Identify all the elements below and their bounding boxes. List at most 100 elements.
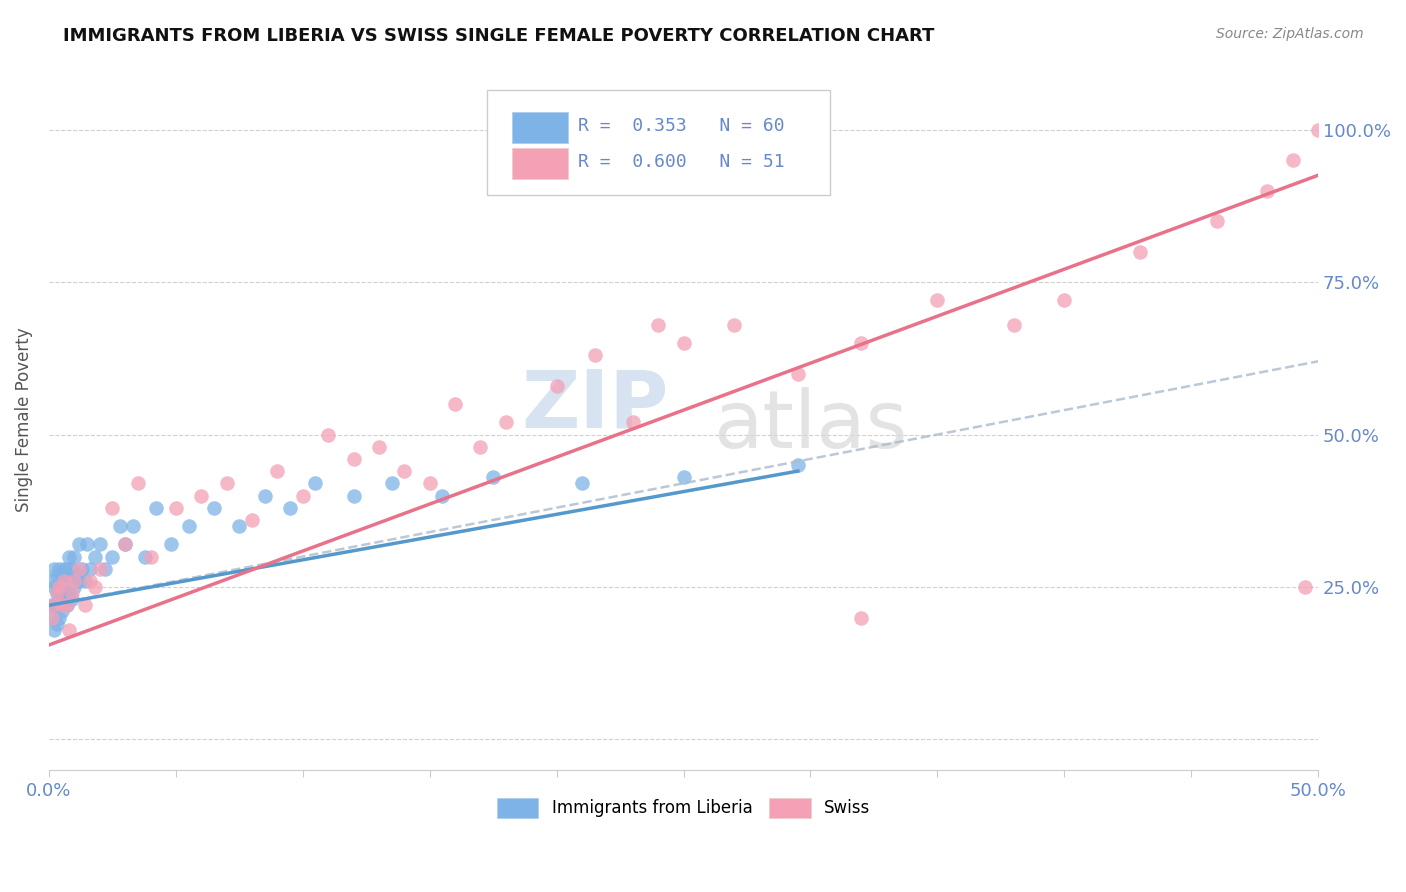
Point — [60, 586, 83, 600]
Point — [76, 537, 98, 551]
Point — [165, 500, 187, 515]
Point — [177, 519, 200, 533]
Point — [83, 580, 105, 594]
Point — [41, 574, 63, 588]
Point — [228, 519, 250, 533]
Point — [202, 500, 225, 515]
Point — [470, 440, 492, 454]
Point — [786, 458, 808, 472]
Point — [42, 580, 65, 594]
Point — [42, 599, 65, 613]
Point — [48, 562, 70, 576]
Point — [42, 623, 65, 637]
Point — [42, 599, 65, 613]
Point — [927, 293, 949, 308]
Point — [394, 464, 416, 478]
Point — [1053, 293, 1076, 308]
Point — [1002, 318, 1025, 332]
Text: atlas: atlas — [713, 387, 908, 466]
Point — [240, 513, 263, 527]
Point — [58, 567, 80, 582]
Point — [368, 440, 391, 454]
Point — [45, 586, 67, 600]
Point — [58, 586, 80, 600]
Point — [66, 567, 89, 582]
Point — [58, 623, 80, 637]
Point — [53, 562, 76, 576]
Point — [278, 500, 301, 515]
Point — [60, 562, 83, 576]
Point — [495, 415, 517, 429]
Point — [67, 537, 90, 551]
Point — [55, 562, 77, 576]
Point — [672, 470, 695, 484]
Point — [48, 610, 70, 624]
Point — [53, 580, 76, 594]
Point — [1281, 153, 1303, 167]
Point — [42, 562, 65, 576]
Point — [851, 610, 873, 624]
Point — [583, 348, 606, 362]
Point — [45, 586, 67, 600]
Point — [89, 537, 111, 551]
Point — [60, 592, 83, 607]
Point — [41, 610, 63, 624]
Point — [647, 318, 669, 332]
Point — [51, 567, 73, 582]
Text: ZIP: ZIP — [522, 367, 668, 444]
FancyBboxPatch shape — [486, 89, 830, 194]
Point — [63, 549, 86, 564]
Text: R =  0.353   N = 60: R = 0.353 N = 60 — [578, 117, 785, 135]
Point — [41, 599, 63, 613]
Point — [79, 574, 101, 588]
Point — [48, 592, 70, 607]
Point — [381, 476, 404, 491]
Point — [546, 378, 568, 392]
Point — [83, 549, 105, 564]
Point — [63, 580, 86, 594]
Point — [215, 476, 238, 491]
Point — [786, 367, 808, 381]
Text: Source: ZipAtlas.com: Source: ZipAtlas.com — [1216, 27, 1364, 41]
Point — [114, 537, 136, 551]
Text: IMMIGRANTS FROM LIBERIA VS SWISS SINGLE FEMALE POVERTY CORRELATION CHART: IMMIGRANTS FROM LIBERIA VS SWISS SINGLE … — [63, 27, 935, 45]
Point — [1256, 184, 1278, 198]
Point — [723, 318, 745, 332]
Point — [53, 592, 76, 607]
Point — [621, 415, 644, 429]
Point — [48, 580, 70, 594]
Point — [190, 489, 212, 503]
Point — [432, 489, 454, 503]
Point — [55, 599, 77, 613]
Y-axis label: Single Female Poverty: Single Female Poverty — [15, 327, 32, 512]
Point — [73, 599, 96, 613]
Point — [70, 562, 93, 576]
Point — [89, 562, 111, 576]
Point — [45, 599, 67, 613]
Point — [63, 574, 86, 588]
Point — [672, 336, 695, 351]
Text: R =  0.600   N = 51: R = 0.600 N = 51 — [578, 153, 785, 170]
Point — [55, 599, 77, 613]
Point — [73, 574, 96, 588]
Point — [145, 500, 167, 515]
FancyBboxPatch shape — [512, 148, 568, 178]
Point — [316, 427, 339, 442]
Point — [67, 562, 90, 576]
Point — [94, 562, 117, 576]
Point — [108, 519, 131, 533]
Point — [51, 599, 73, 613]
Legend: Immigrants from Liberia, Swiss: Immigrants from Liberia, Swiss — [491, 791, 877, 825]
Point — [342, 489, 364, 503]
Point — [253, 489, 276, 503]
Point — [342, 451, 364, 466]
Point — [41, 610, 63, 624]
FancyBboxPatch shape — [512, 112, 568, 143]
Point — [159, 537, 181, 551]
Point — [266, 464, 288, 478]
Point — [1129, 244, 1152, 259]
Point — [139, 549, 162, 564]
Point — [482, 470, 505, 484]
Point — [304, 476, 326, 491]
Point — [101, 549, 124, 564]
